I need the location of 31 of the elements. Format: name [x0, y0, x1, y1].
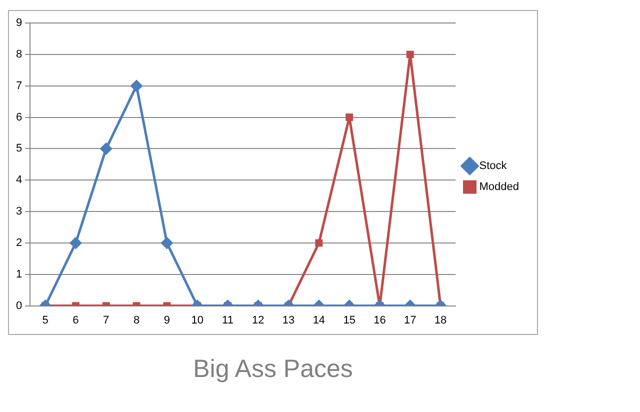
- point: [100, 142, 112, 154]
- point: [406, 50, 414, 58]
- y-tick-label: 2: [16, 236, 22, 249]
- y-tick-label: 6: [16, 111, 22, 124]
- x-tick-label: 5: [42, 314, 48, 326]
- x-tick-label: 8: [133, 314, 140, 326]
- x-tick-label: 9: [164, 314, 170, 326]
- y-tick-label: 7: [16, 80, 22, 92]
- y-tick-label: 9: [16, 17, 22, 30]
- text: Big Ass Paces: [192, 355, 354, 384]
- y-tick-label: 5: [16, 142, 22, 155]
- x-tick-label: 7: [103, 314, 110, 326]
- x-tick-label: 12: [252, 314, 264, 326]
- y-tick-label: 8: [16, 48, 22, 60]
- point: [130, 80, 142, 92]
- y-tick-label: 0: [16, 300, 22, 312]
- y-tick-label: 1: [16, 268, 22, 280]
- x-tick-label: 11: [222, 314, 234, 326]
- y-tick-label: 3: [16, 206, 22, 218]
- x-tick-label: 16: [374, 314, 386, 326]
- y-tick-label: 4: [16, 174, 22, 186]
- x-tick-label: 17: [404, 314, 416, 326]
- x-tick-label: 13: [282, 314, 295, 326]
- legend-label: Modded: [479, 181, 520, 194]
- point: [346, 114, 354, 121]
- x-tick-label: 14: [312, 314, 326, 326]
- x-tick-label: 10: [191, 314, 204, 326]
- x-tick-label: 18: [434, 314, 447, 326]
- x-tick-label: 6: [72, 314, 79, 326]
- x-tick-label: 15: [343, 314, 356, 326]
- legend-label: Stock: [479, 160, 508, 172]
